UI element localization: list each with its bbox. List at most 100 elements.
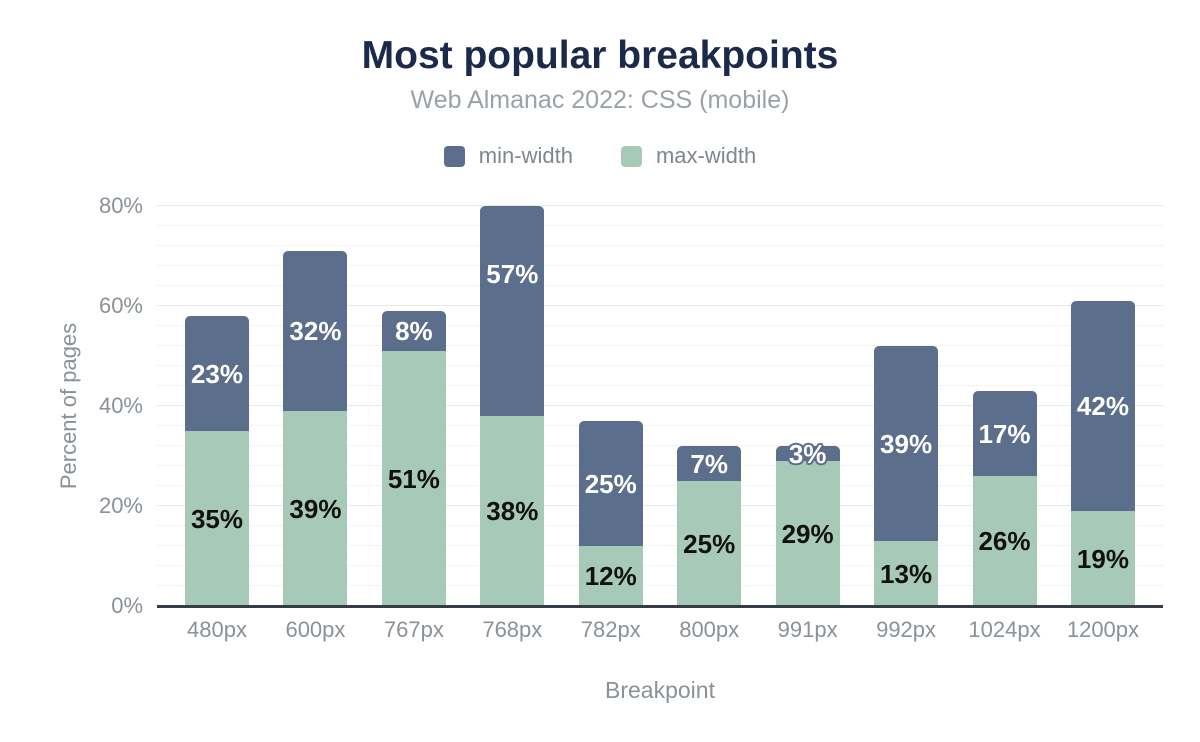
legend-swatch-max-width xyxy=(620,145,642,167)
x-tick-label: 800px xyxy=(679,617,740,642)
x-tick-label: 767px xyxy=(383,617,444,642)
bar-segment-max-width-768px xyxy=(480,416,545,606)
y-tick-20%: 20% xyxy=(98,493,143,518)
x-axis-ticks: 480px 600px 767px 768px 782px 800px 991px 992px… xyxy=(157,617,1163,643)
gridline-minor xyxy=(157,225,1163,226)
bar-label-max-width-782px: 12% xyxy=(584,561,637,591)
bar-label-max-width-992px: 13% xyxy=(880,558,933,589)
legend-item-min-width: min-width xyxy=(443,143,573,169)
bar-label-min-width-600px: 32% xyxy=(289,316,342,346)
bar-segment-max-width-800px xyxy=(677,481,742,606)
bar-label-max-width-1200px: 19% xyxy=(1076,543,1129,574)
bar-segment-max-width-782px xyxy=(578,546,643,606)
bars: 23% 35% 32% 39% 8% 51% 57% 38% 25% 12% 7% 25% 3% 29% 3… xyxy=(157,206,1163,606)
chart-subtitle: Web Almanac 2022: CSS (mobile) xyxy=(410,86,790,114)
x-tick-label: 991px xyxy=(777,617,838,642)
gridline-minor xyxy=(157,545,1163,546)
gridline-minor xyxy=(157,365,1163,366)
x-tick-label: 1024px xyxy=(968,617,1041,642)
bar-segment-max-width-991px xyxy=(775,461,840,606)
bar-segment-max-width-600px xyxy=(283,411,348,606)
plot-area: 23% 35% 32% 39% 8% 51% 57% 38% 25% 12% 7% 25% 3% 29% 3… xyxy=(157,205,1163,606)
bar-segment-min-width-991px xyxy=(775,446,840,461)
gridline-minor xyxy=(157,525,1163,526)
bar-segment-min-width-782px xyxy=(578,421,643,546)
bar-1200px: 42% 19% xyxy=(1070,206,1135,606)
bar-480px: 23% 35% xyxy=(185,206,249,606)
bar-segment-min-width-1024px xyxy=(972,391,1037,476)
gridline-minor xyxy=(157,265,1163,266)
legend: min-width max-width xyxy=(0,143,1200,169)
x-tick-600px: 600px xyxy=(283,617,347,643)
gridline-major xyxy=(157,405,1163,406)
gridline-minor xyxy=(157,485,1163,486)
gridline-major xyxy=(157,205,1163,206)
gridline-minor xyxy=(157,565,1163,566)
bar-label-max-width-767px: 51% xyxy=(387,463,440,494)
bar-label-max-width-1024px: 26% xyxy=(978,526,1031,556)
gridline-minor xyxy=(157,345,1163,346)
bar-767px: 8% 51% xyxy=(381,206,446,606)
legend-swatch-min-width xyxy=(443,145,465,167)
x-tick-480px: 480px xyxy=(185,617,249,643)
x-axis-title: Breakpoint xyxy=(605,677,715,703)
bar-segment-max-width-1024px xyxy=(972,476,1037,606)
bar-label-max-width-991px: 29% xyxy=(781,518,834,549)
bar-label-max-width-600px: 39% xyxy=(289,493,342,524)
bar-768px: 57% 38% xyxy=(480,206,545,606)
gridline-major xyxy=(157,305,1163,306)
bar-1024px: 17% 26% xyxy=(972,206,1037,606)
y-tick-60%: 60% xyxy=(98,293,143,318)
x-tick-label: 600px xyxy=(285,617,346,642)
gridline-minor xyxy=(157,385,1163,386)
x-tick-label: 480px xyxy=(187,617,247,642)
bar-segment-min-width-767px xyxy=(381,311,446,351)
y-tick-80%: 80% xyxy=(98,193,143,218)
bar-label-max-width-480px: 35% xyxy=(190,503,244,534)
x-tick-800px: 800px xyxy=(677,617,741,643)
x-tick-768px: 768px xyxy=(480,617,544,643)
bar-segment-min-width-480px xyxy=(185,316,249,431)
bar-label-min-width-991px: 3% xyxy=(788,438,827,469)
gridline-minor xyxy=(157,245,1163,246)
x-tick-label: 782px xyxy=(580,617,641,642)
gridline-minor xyxy=(157,585,1163,586)
bar-segment-max-width-767px xyxy=(381,351,446,606)
chart-title: Most popular breakpoints xyxy=(361,34,839,77)
bar-600px: 32% 39% xyxy=(283,206,348,606)
bar-782px: 25% 12% xyxy=(578,206,643,606)
bar-label-min-width-782px: 25% xyxy=(584,468,637,499)
gridline-minor xyxy=(157,465,1163,466)
gridline-major xyxy=(157,505,1163,506)
bar-segment-min-width-992px xyxy=(874,346,939,541)
x-tick-label: 992px xyxy=(876,617,937,642)
x-tick-767px: 767px xyxy=(382,617,446,643)
x-axis-line xyxy=(157,605,1163,608)
x-tick-1200px: 1200px xyxy=(1067,617,1139,643)
bar-label-min-width-480px: 23% xyxy=(190,358,244,389)
bar-label-max-width-768px: 38% xyxy=(486,496,539,526)
legend-label: max-width xyxy=(655,143,757,168)
gridline-minor xyxy=(157,425,1163,426)
x-tick-label: 1200px xyxy=(1066,617,1140,642)
x-tick-782px: 782px xyxy=(579,617,643,643)
bar-segment-min-width-1200px xyxy=(1070,301,1135,511)
bar-segment-min-width-768px xyxy=(480,206,545,416)
x-tick-991px: 991px xyxy=(776,617,840,643)
legend-item-max-width: max-width xyxy=(620,143,757,169)
bar-800px: 7% 25% xyxy=(677,206,742,606)
x-tick-992px: 992px xyxy=(874,617,938,643)
bar-segment-max-width-992px xyxy=(874,541,939,606)
bar-segment-max-width-480px xyxy=(185,431,249,606)
bar-label-min-width-767px: 8% xyxy=(395,316,433,346)
bar-segment-min-width-600px xyxy=(283,251,348,411)
bar-label-min-width-800px: 7% xyxy=(690,448,728,479)
bar-label-max-width-800px: 25% xyxy=(683,528,736,559)
y-axis-title: Percent of pages xyxy=(56,322,81,490)
bar-segment-min-width-800px xyxy=(677,446,742,481)
bar-992px: 39% 13% xyxy=(874,206,939,606)
gridline-minor xyxy=(157,325,1163,326)
bar-label-min-width-768px: 57% xyxy=(486,258,539,289)
x-tick-label: 768px xyxy=(482,617,543,642)
bar-segment-max-width-1200px xyxy=(1070,511,1135,606)
